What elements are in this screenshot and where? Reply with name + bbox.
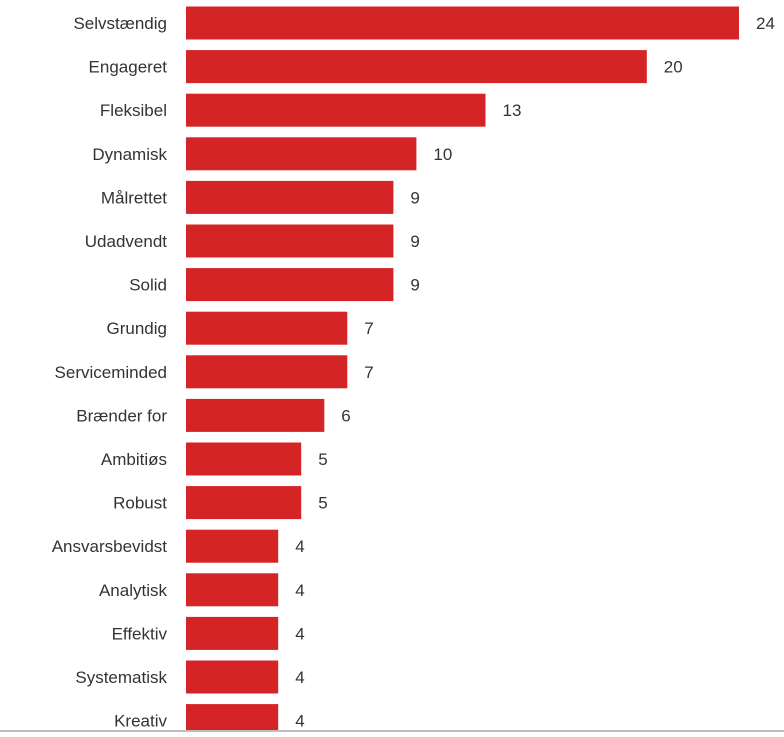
value-label: 9: [410, 276, 419, 295]
bar-2: [186, 93, 486, 127]
bar-4: [186, 180, 394, 214]
category-label: Ambitiøs: [101, 450, 167, 469]
category-label: Analytisk: [99, 581, 168, 600]
value-label: 7: [364, 363, 373, 382]
category-labels: Selvstændig Engageret Fleksibel Dynamisk Mål…: [52, 14, 168, 731]
bar-5: [186, 224, 394, 258]
bar-13: [186, 573, 279, 607]
category-label: Solid: [129, 276, 167, 295]
category-label: Engageret: [89, 58, 168, 77]
value-label: 4: [295, 668, 304, 687]
bar-9: [186, 398, 325, 432]
value-label: 20: [664, 58, 683, 77]
bar-3: [186, 137, 417, 171]
bar-10: [186, 442, 302, 476]
value-label: 7: [364, 319, 373, 338]
bar-11: [186, 486, 302, 520]
bar-12: [186, 529, 279, 563]
category-label: Fleksibel: [100, 101, 167, 120]
bottom-divider: [0, 730, 784, 732]
bar-14: [186, 616, 279, 650]
value-label: 5: [318, 450, 327, 469]
category-label: Målrettet: [101, 188, 167, 207]
value-label: 4: [295, 537, 304, 556]
value-label: 9: [410, 232, 419, 251]
bar-15: [186, 660, 279, 694]
category-label: Kreativ: [114, 712, 167, 731]
bar-8: [186, 355, 348, 389]
value-label: 4: [295, 581, 304, 600]
value-label: 13: [503, 101, 522, 120]
value-label: 10: [433, 145, 452, 164]
category-label: Systematisk: [75, 668, 167, 687]
bar-6: [186, 268, 394, 302]
category-label: Effektiv: [112, 624, 168, 643]
category-label: Udadvendt: [85, 232, 168, 251]
category-label: Ansvarsbevidst: [52, 537, 168, 556]
value-label: 4: [295, 712, 304, 731]
category-label: Robust: [113, 494, 167, 513]
bar-16: [186, 704, 279, 737]
category-label: Serviceminded: [55, 363, 167, 382]
category-label: Brænder for: [76, 406, 167, 425]
bar-7: [186, 311, 348, 345]
category-label: Selvstændig: [73, 14, 167, 33]
bar-1: [186, 50, 647, 84]
category-label: Grundig: [107, 319, 167, 338]
category-label: Dynamisk: [92, 145, 167, 164]
value-labels: 24 20 13 10 9 9 9 7 7 6 5 5 4 4 4 4 4: [295, 14, 775, 731]
value-label: 24: [756, 14, 775, 33]
bar-0: [186, 6, 739, 40]
bars-layer: [186, 6, 739, 737]
value-label: 6: [341, 406, 350, 425]
value-label: 9: [410, 188, 419, 207]
value-label: 4: [295, 624, 304, 643]
value-label: 5: [318, 494, 327, 513]
